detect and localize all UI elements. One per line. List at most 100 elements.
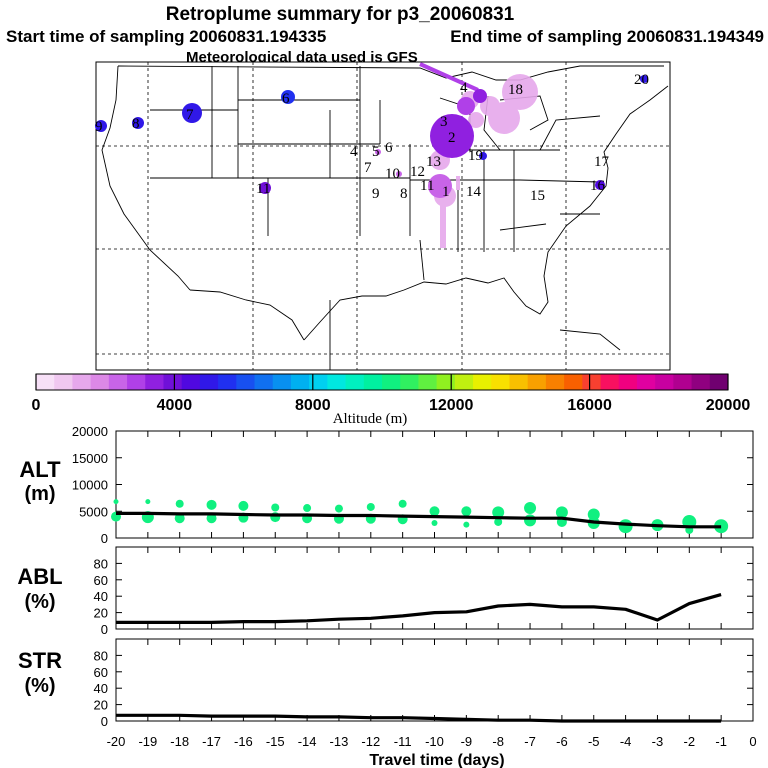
site-label: 4: [350, 144, 358, 160]
x-tick-label: -4: [620, 734, 632, 749]
altitude-point: [145, 499, 151, 505]
plume-core: [428, 174, 452, 198]
site-label: 10: [385, 166, 400, 182]
colorbar-cell: [36, 374, 55, 390]
y-tick-label: 20: [94, 606, 108, 621]
alt-panel-label: ALT: [19, 457, 61, 482]
colorbar-cell: [54, 374, 73, 390]
site-dot: [640, 75, 648, 83]
site-label: 1: [442, 184, 450, 200]
colorbar-cell: [199, 374, 219, 390]
y-tick-label: 0: [101, 622, 108, 637]
x-axis-title: Travel time (days): [369, 752, 504, 768]
colorbar-cell: [72, 374, 92, 390]
colorbar-cell: [345, 374, 365, 390]
altitude-point: [494, 517, 503, 526]
y-tick-label: 60: [94, 573, 108, 588]
x-tick-label: -10: [425, 734, 444, 749]
x-tick-label: -19: [138, 734, 157, 749]
site-labels: 9 8 7 6 11 4 5 6 7 10 12 9 8 13 3 2 11 1…: [95, 72, 649, 204]
colorbar-cell: [108, 374, 128, 390]
site-label: 4: [460, 80, 468, 96]
y-tick-label: 40: [94, 589, 108, 604]
site-label: 16: [590, 178, 606, 194]
plume-core: [457, 97, 475, 115]
colorbar-tick-label: 12000: [429, 397, 474, 414]
site-label: 11: [256, 181, 270, 197]
x-tick-label: -20: [107, 734, 126, 749]
west-points: [95, 75, 648, 194]
altitude-point: [587, 508, 600, 521]
site-dot: [182, 103, 202, 123]
colorbar-cell: [709, 374, 729, 390]
x-tick-label: -6: [556, 734, 568, 749]
y-tick-label: 15000: [72, 451, 108, 466]
plume-blob: [468, 112, 484, 128]
altitude-point: [238, 500, 249, 511]
colorbar-cell: [309, 374, 328, 390]
x-tick-label: -3: [652, 734, 664, 749]
site-dot: [595, 180, 605, 190]
colorbar-cell: [618, 374, 638, 390]
colorbar-cell: [327, 374, 347, 390]
y-tick-label: 80: [94, 556, 108, 571]
altitude-point: [463, 521, 470, 528]
x-tick-label: -8: [492, 734, 504, 749]
abl-panel-label: ABL: [17, 564, 62, 589]
y-tick-label: 0: [101, 531, 108, 546]
x-tick-label: -18: [170, 734, 189, 749]
y-tick-label: 60: [94, 665, 108, 680]
altitude-point: [618, 519, 633, 534]
site-dot: [396, 171, 402, 177]
altitude-point: [524, 502, 537, 515]
site-label: 8: [132, 116, 140, 132]
site-dot: [259, 182, 271, 194]
colorbar-tick-label: 0: [32, 397, 41, 414]
plume-trail: [456, 176, 460, 190]
y-tick-label: 20000: [72, 424, 108, 439]
x-tick-label: -13: [330, 734, 349, 749]
altitude-point: [366, 502, 375, 511]
y-tick-label: 80: [94, 648, 108, 663]
colorbar-tick-label: 4000: [157, 397, 193, 414]
x-tick-label: 0: [749, 734, 756, 749]
site-dot: [479, 152, 487, 160]
map-panel: 9 8 7 6 11 4 5 6 7 10 12 9 8 13 3 2 11 1…: [95, 61, 671, 371]
altitude-point: [555, 506, 568, 519]
plume-cores: [428, 89, 487, 198]
altitude-point: [271, 503, 280, 512]
colorbar-cell: [473, 374, 492, 390]
colorbar-cell: [400, 374, 419, 390]
series-line: [116, 593, 722, 624]
plume-core: [430, 114, 474, 158]
altitude-point: [431, 520, 438, 527]
str-panel-label: STR: [18, 648, 62, 673]
x-tick-label: -14: [298, 734, 317, 749]
altitude-point: [429, 506, 440, 517]
end-time-label: End time of sampling 20060831.194349: [450, 27, 764, 46]
x-tick-label: -16: [234, 734, 253, 749]
colorbar-cell: [254, 374, 274, 390]
site-dot: [281, 90, 295, 104]
site-label: 17: [594, 154, 610, 170]
str-panel-unit: (%): [24, 675, 55, 697]
site-label: 8: [400, 186, 408, 202]
colorbar-cell: [436, 374, 456, 390]
x-axis: -20 -19 -18 -17 -16 -15 -14 -13 -12 -11 -10 -9 -8 -7-…: [107, 734, 757, 749]
colorbar-cell: [218, 374, 237, 390]
colorbar-cell: [163, 374, 183, 390]
site-label: 19: [468, 148, 483, 164]
site-dot: [95, 120, 107, 132]
altitude-point: [524, 514, 537, 527]
start-time-label: Start time of sampling 20060831.194335: [6, 27, 326, 46]
x-tick-label: -5: [588, 734, 600, 749]
plume-blob: [480, 96, 500, 116]
colorbar-cell: [290, 374, 310, 390]
altitude-point: [492, 506, 505, 519]
colorbar-cell: [509, 374, 529, 390]
site-label: 6: [385, 140, 393, 156]
site-label: 12: [410, 164, 425, 180]
